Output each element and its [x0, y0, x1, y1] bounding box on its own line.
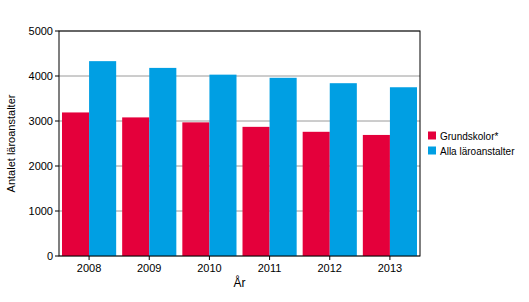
- bar: [243, 127, 270, 256]
- bar: [363, 135, 390, 256]
- bar: [270, 78, 297, 256]
- x-tick: [149, 256, 150, 260]
- bar: [209, 75, 236, 256]
- bar: [89, 61, 116, 256]
- bars: [62, 61, 417, 256]
- x-tick-label: 2010: [197, 262, 221, 274]
- y-tick: [55, 76, 59, 77]
- legend-label: Alla läroanstalter: [440, 146, 515, 157]
- bar: [182, 122, 209, 256]
- y-tick: [55, 211, 59, 212]
- x-tick: [389, 256, 390, 260]
- x-tick-label: 2009: [137, 262, 161, 274]
- legend-swatch: [428, 132, 436, 140]
- y-tick: [55, 31, 59, 32]
- plot-frame: [59, 31, 420, 256]
- x-tick: [209, 256, 210, 260]
- x-tick: [89, 256, 90, 260]
- y-tick-label: 5000: [29, 25, 53, 37]
- bar: [122, 117, 149, 256]
- legend-label: Grundskolor*: [440, 131, 498, 142]
- bar: [149, 68, 176, 256]
- x-tick-label: 2012: [318, 262, 342, 274]
- bar: [330, 83, 357, 256]
- y-tick-label: 2000: [29, 160, 53, 172]
- x-tick-label: 2011: [258, 262, 282, 274]
- x-axis-label: År: [234, 275, 246, 290]
- chart: 0 1000 2000 3000 4000 5000 2008 2009 2010 2011 201…: [0, 0, 529, 302]
- x-tick-label: 2013: [378, 262, 402, 274]
- y-tick-label: 1000: [29, 205, 53, 217]
- legend-swatch: [428, 147, 436, 155]
- bar: [62, 112, 89, 256]
- x-tick-label: 2008: [77, 262, 101, 274]
- y-tick: [55, 166, 59, 167]
- x-tick: [329, 256, 330, 260]
- x-tick: [269, 256, 270, 260]
- bar: [303, 132, 330, 256]
- y-tick-label: 0: [47, 250, 53, 262]
- y-tick-label: 4000: [29, 70, 53, 82]
- y-tick-label: 3000: [29, 115, 53, 127]
- y-tick: [55, 121, 59, 122]
- y-axis-label: Antalet läroanstalter: [5, 94, 17, 192]
- bar: [390, 87, 417, 256]
- y-tick: [55, 256, 59, 257]
- legend: Grundskolor* Alla läroanstalter: [428, 131, 515, 157]
